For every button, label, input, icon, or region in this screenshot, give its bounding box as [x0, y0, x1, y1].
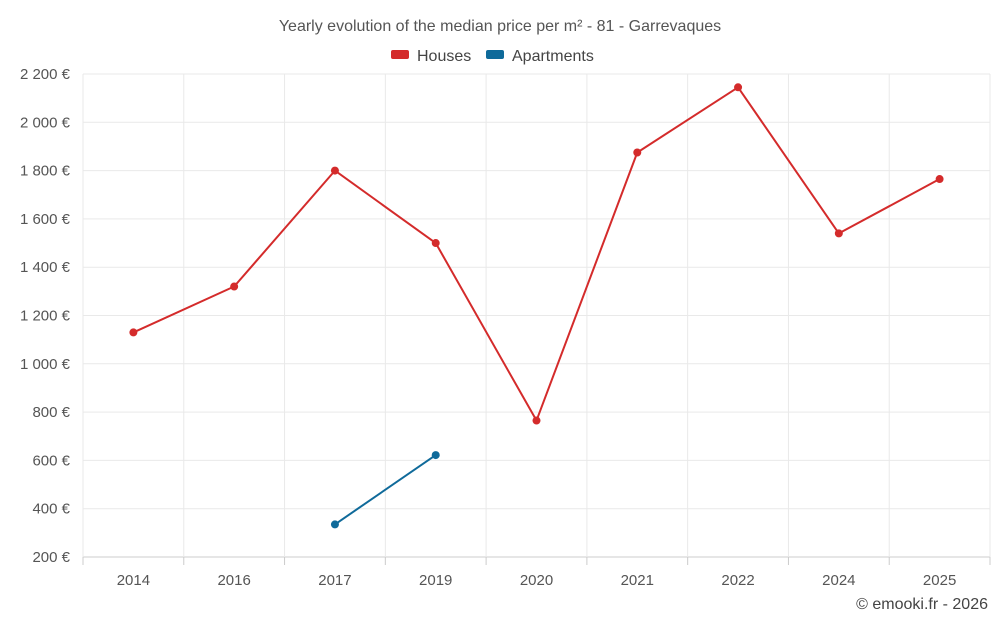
- data-point-houses-2024[interactable]: [834, 229, 843, 238]
- y-tick-label: 600 €: [32, 452, 70, 469]
- data-point-apartments-2019[interactable]: [431, 451, 440, 460]
- data-point-apartments-2017[interactable]: [330, 520, 339, 529]
- data-point-houses-2021[interactable]: [633, 148, 642, 157]
- data-point-houses-2022[interactable]: [734, 83, 743, 92]
- y-tick-label: 1 000 €: [20, 356, 71, 373]
- data-point-houses-2025[interactable]: [935, 175, 944, 184]
- data-point-houses-2017[interactable]: [330, 166, 339, 175]
- x-axis: 2014 2016 2017 2019 2020 2021 2022 2024 2025: [82, 557, 991, 589]
- legend-swatch-apartments[interactable]: [486, 50, 504, 59]
- legend: Houses Apartments: [391, 48, 594, 65]
- y-tick-label: 1 600 €: [20, 211, 71, 228]
- x-tick-label: 2022: [721, 572, 754, 589]
- y-tick-label: 800 €: [32, 404, 70, 421]
- x-tick-label: 2025: [923, 572, 956, 589]
- y-tick-label: 400 €: [32, 501, 70, 518]
- legend-swatch-houses[interactable]: [391, 50, 409, 59]
- x-tick-label: 2019: [419, 572, 452, 589]
- series-line-apartments: [334, 454, 437, 526]
- credit-text: © emooki.fr - 2026: [856, 596, 988, 613]
- y-tick-label: 1 200 €: [20, 308, 71, 325]
- chart-title: Yearly evolution of the median price per…: [279, 18, 721, 35]
- x-tick-label: 2021: [621, 572, 654, 589]
- x-tick-label: 2017: [318, 572, 351, 589]
- y-tick-label: 2 200 €: [20, 66, 71, 83]
- gridlines: [82, 73, 991, 558]
- series-line-houses: [132, 86, 941, 422]
- legend-label-houses[interactable]: Houses: [417, 48, 471, 65]
- x-tick-label: 2014: [117, 572, 150, 589]
- y-axis: 200 € 400 € 600 € 800 € 1 000 € 1 200 € 1 400 …: [20, 66, 71, 566]
- y-tick-label: 1 800 €: [20, 163, 71, 180]
- series: [129, 83, 944, 529]
- y-tick-label: 1 400 €: [20, 259, 71, 276]
- data-point-houses-2016[interactable]: [230, 282, 239, 291]
- y-tick-label: 200 €: [32, 549, 70, 566]
- x-tick-label: 2024: [822, 572, 855, 589]
- x-tick-label: 2016: [217, 572, 250, 589]
- series-apartments: [330, 451, 440, 529]
- series-houses: [129, 83, 944, 425]
- data-point-houses-2014[interactable]: [129, 328, 138, 337]
- x-tick-label: 2020: [520, 572, 553, 589]
- data-point-houses-2020[interactable]: [532, 416, 541, 425]
- y-tick-label: 2 000 €: [20, 114, 71, 131]
- data-point-houses-2019[interactable]: [431, 239, 440, 248]
- legend-label-apartments[interactable]: Apartments: [512, 48, 594, 65]
